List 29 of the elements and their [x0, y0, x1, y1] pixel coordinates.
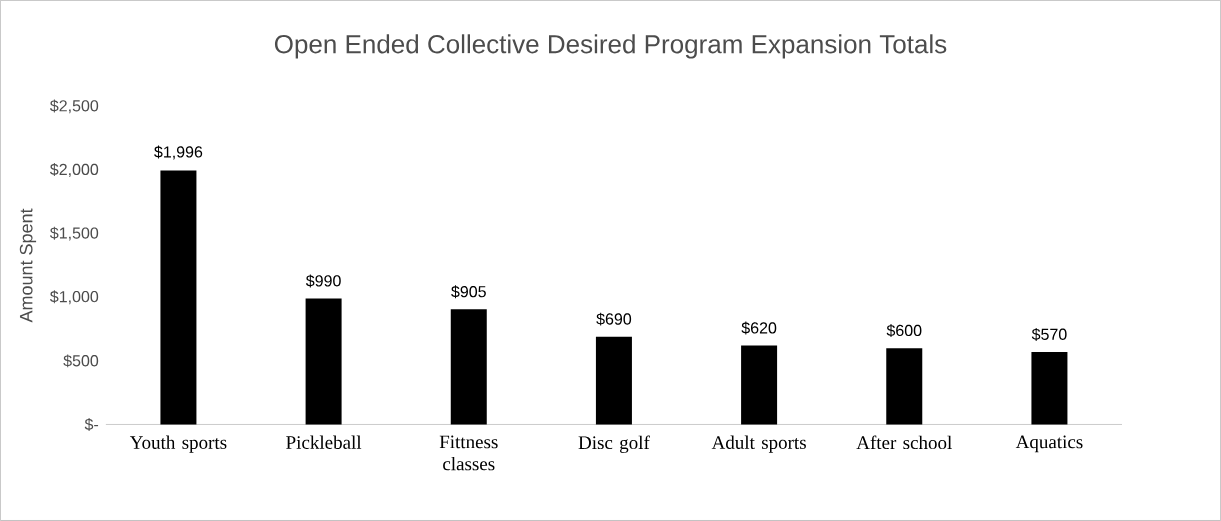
y-tick-label: $1,500	[49, 226, 99, 241]
bar	[1031, 352, 1068, 425]
x-tick-label: Aquatics	[1015, 435, 1083, 453]
y-tick-label: $2,000	[49, 163, 99, 178]
bar	[160, 170, 197, 425]
chart-title: Open Ended Collective Desired Program Expansion Totals	[274, 34, 947, 59]
data-label: $620	[741, 321, 777, 335]
y-tick-label: $1,000	[49, 290, 99, 305]
y-axis-title: Amount Spent	[19, 208, 37, 323]
x-tick-label: Fittness classes	[439, 435, 498, 471]
x-tick-label: Youth sports	[129, 435, 227, 453]
bar	[741, 345, 778, 425]
data-label: $905	[451, 285, 486, 299]
data-label: $600	[886, 324, 922, 338]
data-label: $990	[305, 274, 341, 288]
x-tick-label: Adult sports	[711, 435, 806, 453]
bar	[450, 309, 487, 425]
bar	[886, 348, 923, 425]
y-tick-label: $2,500	[49, 99, 99, 114]
bar	[305, 298, 342, 425]
bar	[595, 336, 632, 425]
x-tick-label: Pickleball	[286, 435, 362, 449]
y-tick-label: $500	[63, 354, 99, 368]
x-tick-label: Disc golf	[578, 435, 650, 454]
data-label: $570	[1031, 327, 1067, 341]
y-tick-label: $-	[84, 418, 99, 431]
x-tick-label: After school	[856, 435, 952, 450]
data-label: $690	[596, 312, 632, 326]
data-label: $1,996	[154, 145, 203, 160]
